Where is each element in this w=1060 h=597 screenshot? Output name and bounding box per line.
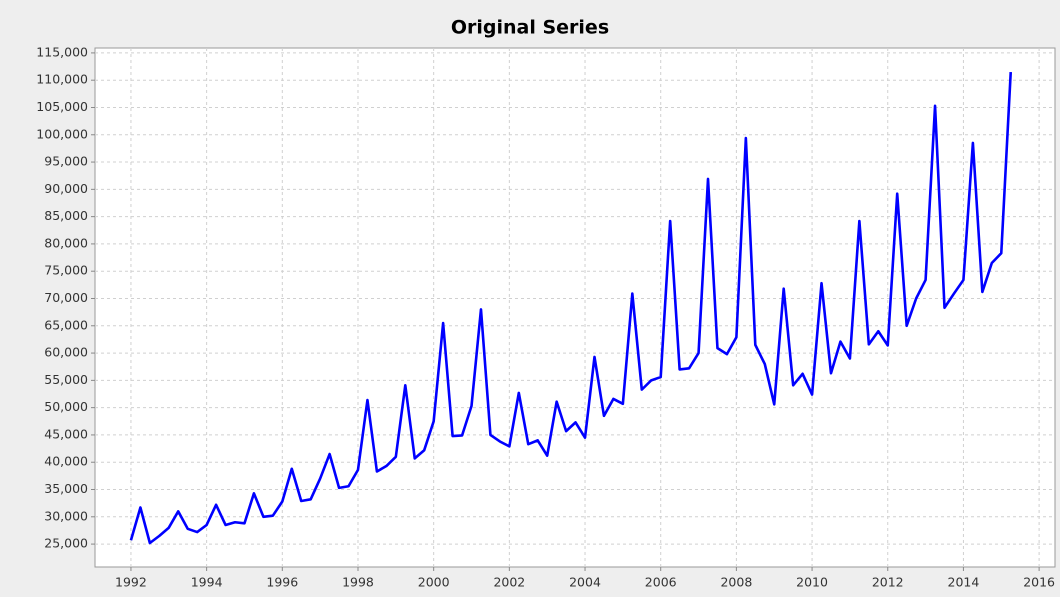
y-tick-label: 60,000 bbox=[44, 345, 88, 360]
x-tick-label: 1992 bbox=[115, 575, 147, 590]
chart-title: Original Series bbox=[451, 17, 609, 39]
y-tick-label: 50,000 bbox=[44, 399, 88, 414]
y-tick-label: 80,000 bbox=[44, 235, 88, 250]
y-tick-label: 100,000 bbox=[36, 126, 88, 141]
x-tick-label: 2014 bbox=[948, 575, 980, 590]
y-tick-label: 75,000 bbox=[44, 263, 88, 278]
x-tick-label: 1996 bbox=[266, 575, 298, 590]
y-tick-label: 30,000 bbox=[44, 508, 88, 523]
x-tick-label: 2004 bbox=[569, 575, 601, 590]
x-tick-label: 2000 bbox=[418, 575, 450, 590]
x-tick-label: 1994 bbox=[191, 575, 223, 590]
x-tick-label: 2010 bbox=[796, 575, 828, 590]
y-tick-label: 25,000 bbox=[44, 536, 88, 551]
x-tick-label: 2008 bbox=[720, 575, 752, 590]
y-tick-label: 35,000 bbox=[44, 481, 88, 496]
y-tick-label: 55,000 bbox=[44, 372, 88, 387]
y-tick-label: 85,000 bbox=[44, 208, 88, 223]
y-tick-label: 110,000 bbox=[36, 72, 88, 87]
y-tick-label: 115,000 bbox=[36, 44, 88, 59]
x-tick-label: 2012 bbox=[872, 575, 904, 590]
y-tick-label: 45,000 bbox=[44, 426, 88, 441]
x-tick-label: 2002 bbox=[493, 575, 525, 590]
y-tick-label: 105,000 bbox=[36, 99, 88, 114]
x-tick-label: 2016 bbox=[1023, 575, 1055, 590]
y-tick-label: 40,000 bbox=[44, 454, 88, 469]
y-tick-label: 70,000 bbox=[44, 290, 88, 305]
y-tick-label: 65,000 bbox=[44, 317, 88, 332]
data-line bbox=[129, 71, 1013, 545]
x-tick-label: 1998 bbox=[342, 575, 374, 590]
y-tick-label: 95,000 bbox=[44, 154, 88, 169]
x-tick-label: 2006 bbox=[645, 575, 677, 590]
y-tick-label: 90,000 bbox=[44, 181, 88, 196]
